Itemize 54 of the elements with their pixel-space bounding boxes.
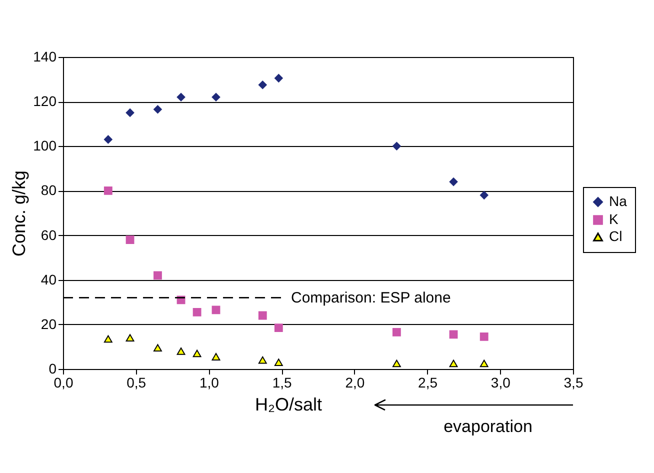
point — [176, 92, 186, 102]
point — [126, 334, 134, 342]
point — [104, 186, 112, 195]
x-tick-label: 3,0 — [490, 374, 511, 390]
y-tick-label: 80 — [40, 182, 57, 198]
legend-label: Cl — [609, 228, 622, 244]
point — [212, 92, 220, 102]
point — [449, 178, 458, 186]
point — [392, 360, 401, 368]
y-tick-label: 20 — [40, 316, 57, 332]
point — [449, 360, 458, 368]
x-tick-label: 0,5 — [126, 374, 146, 390]
point — [176, 347, 186, 355]
legend-label: Na — [609, 193, 628, 209]
x-tick-label: 2,5 — [418, 374, 438, 390]
point — [192, 308, 202, 316]
point — [154, 344, 162, 352]
point — [126, 108, 134, 117]
x-tick-label: 0,0 — [54, 374, 74, 390]
point — [104, 335, 112, 343]
x-tick-label: 3,5 — [564, 374, 584, 390]
y-tick-label: 100 — [33, 138, 57, 154]
y-tick-label: 140 — [33, 48, 57, 64]
y-tick-label: 120 — [33, 93, 57, 110]
point — [449, 330, 458, 339]
point — [480, 332, 488, 341]
point — [258, 80, 267, 90]
point — [392, 328, 401, 336]
ref-line-label: Comparison: ESP alone — [291, 290, 451, 307]
point — [480, 360, 488, 368]
point — [154, 271, 162, 280]
point — [192, 350, 202, 358]
x-tick-label: 2,0 — [345, 374, 365, 390]
x-tick-label: 1,0 — [199, 374, 220, 390]
point — [258, 356, 267, 364]
point — [212, 353, 220, 360]
point — [274, 74, 283, 82]
point — [274, 358, 283, 366]
x-axis-title: H₂O/salt — [255, 394, 322, 414]
point — [274, 324, 283, 332]
point — [258, 311, 267, 320]
y-tick-label: 40 — [40, 271, 57, 288]
point — [212, 306, 220, 314]
point — [154, 105, 162, 114]
text: evaporation — [444, 417, 532, 436]
y-tick-label: 0 — [48, 360, 57, 376]
x-tick-label: 1,5 — [272, 374, 292, 390]
point — [126, 236, 134, 244]
legend-label: K — [609, 211, 619, 227]
point — [480, 190, 488, 200]
point — [104, 135, 112, 144]
point — [392, 142, 401, 150]
y-tick-label: 60 — [40, 226, 57, 243]
y-axis-title: Conc. g/kg — [9, 170, 30, 257]
